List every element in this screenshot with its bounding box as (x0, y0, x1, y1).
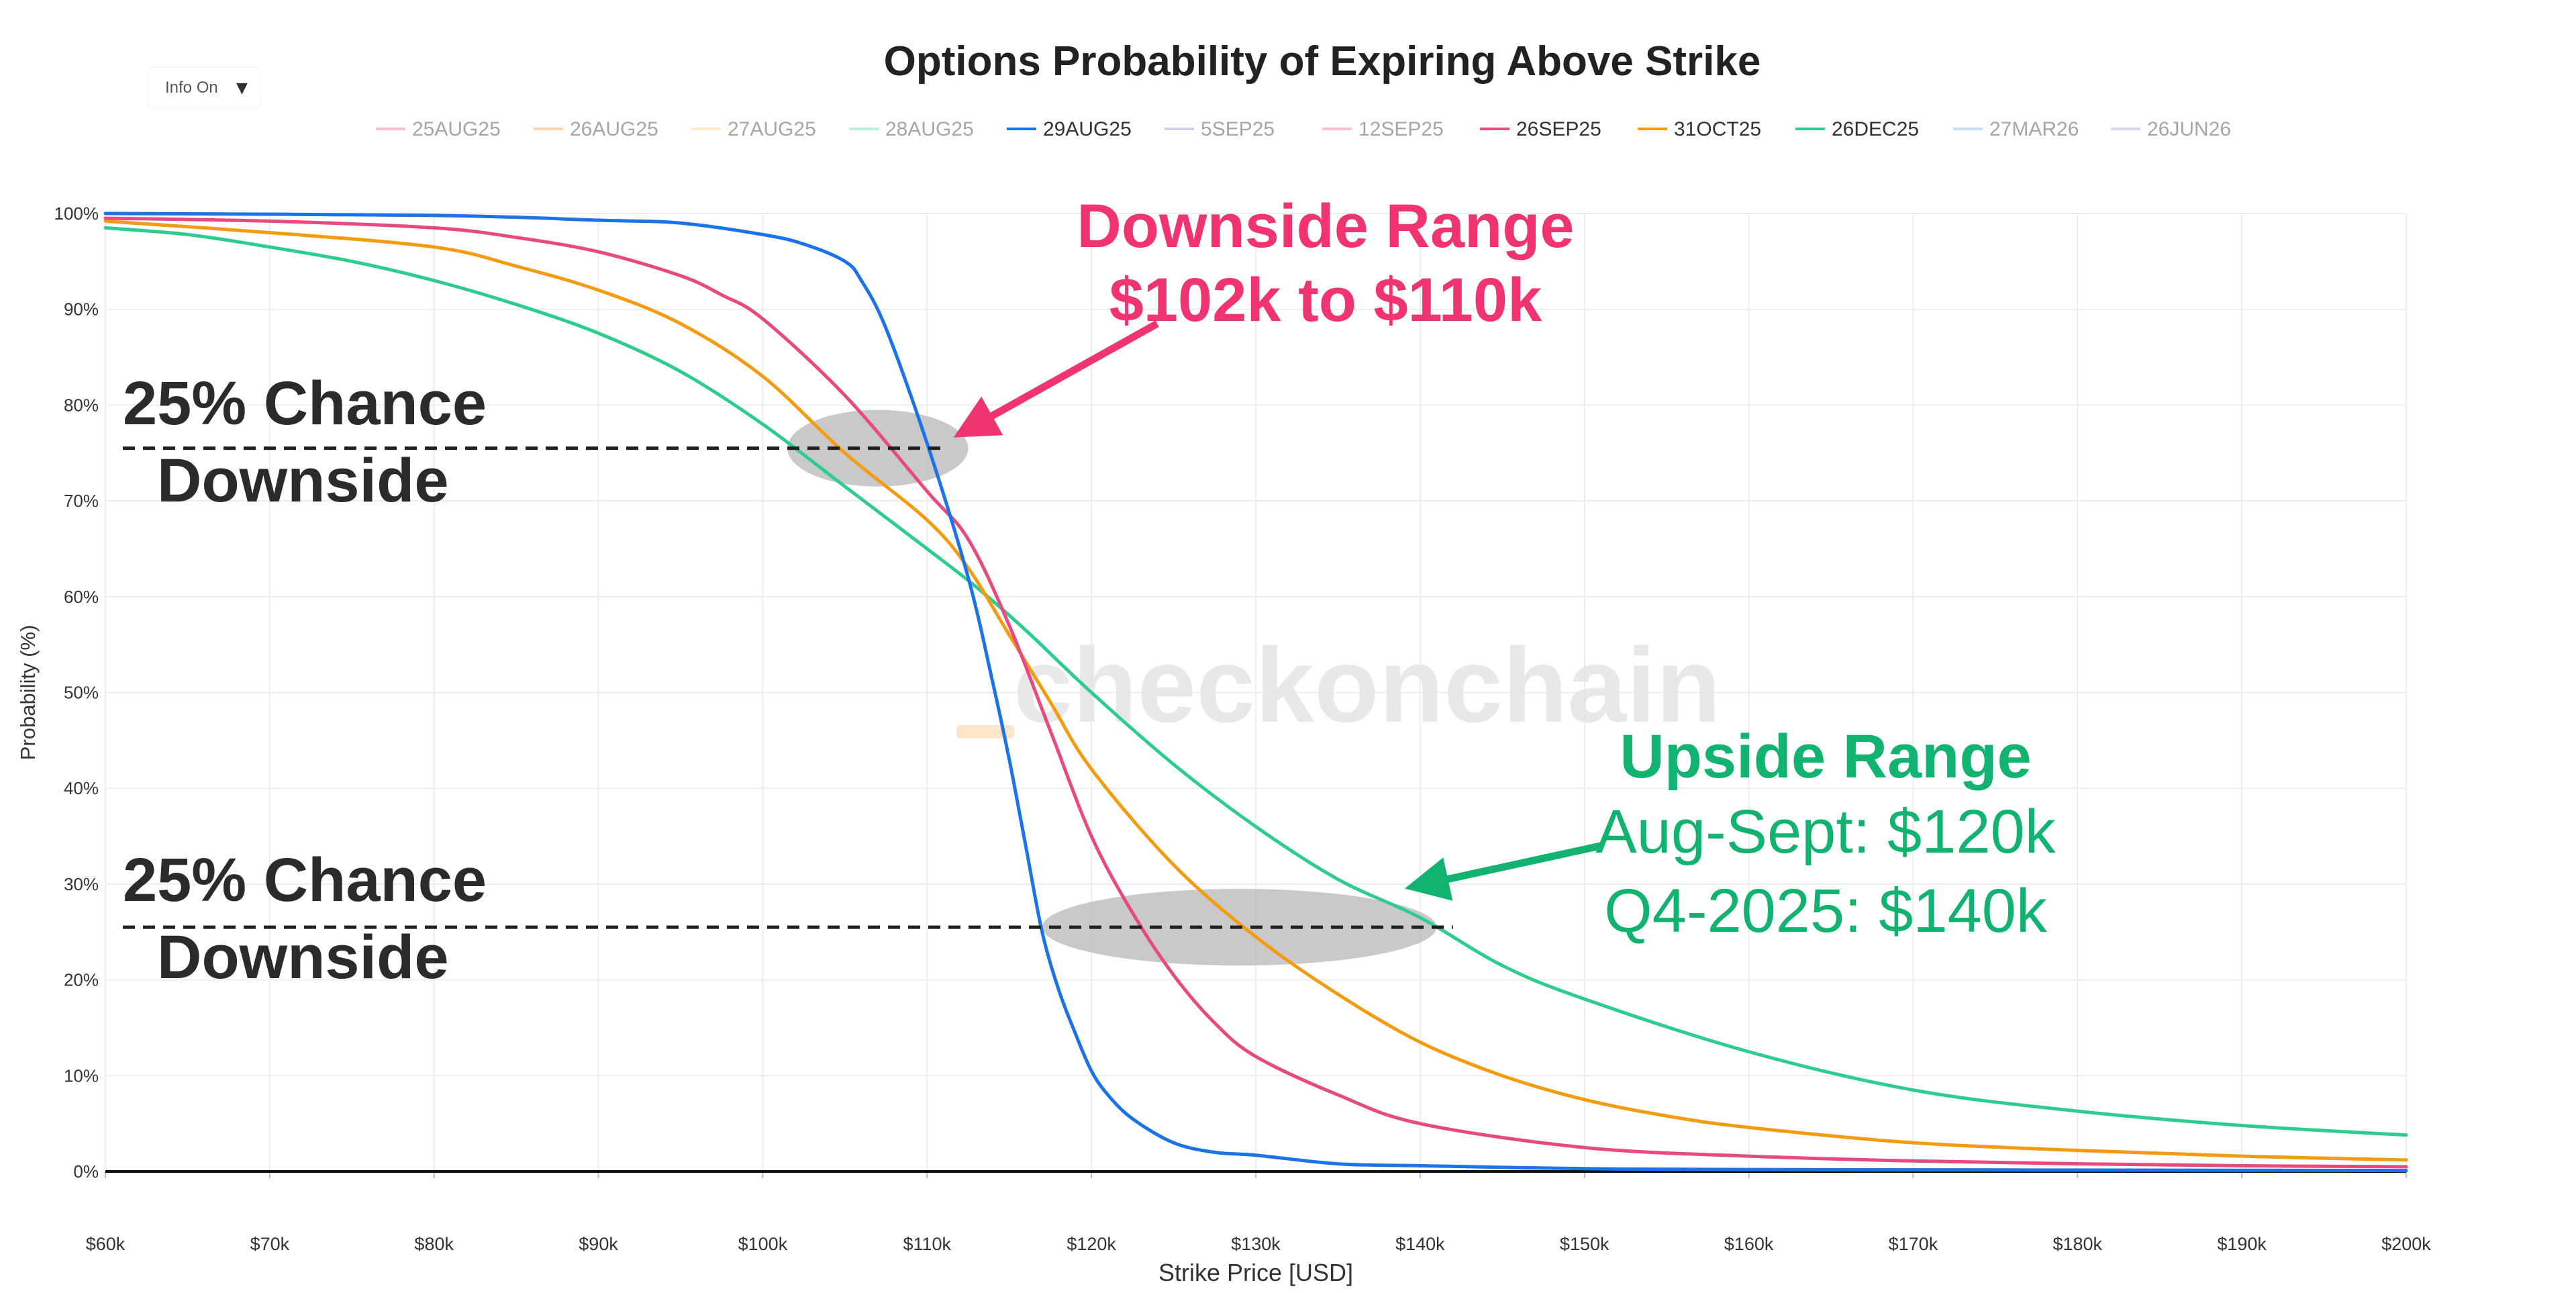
legend-label: 5SEP25 (1201, 118, 1275, 140)
y-axis-title: Probability (%) (16, 625, 40, 761)
x-tick-label: $100k (738, 1234, 788, 1254)
x-tick-label: $180k (2052, 1234, 2102, 1254)
y-tick-label: 50% (64, 683, 99, 703)
series-line-26sep25 (103, 216, 2408, 1169)
chart-title: Options Probability of Expiring Above St… (884, 38, 1761, 85)
legend-label: 26SEP25 (1516, 118, 1601, 140)
x-tick-label: $160k (1724, 1234, 1774, 1254)
x-tick-label: $70k (250, 1234, 290, 1254)
annotation-upside-range: Upside Range Aug-Sept: $120k Q4-2025: $1… (1595, 722, 2056, 945)
downside-arrow (953, 320, 1159, 438)
y-tick-label: 0% (73, 1161, 99, 1182)
annotation-left-bottom: 25% Chance Downside (123, 846, 487, 992)
annotation-left-top-line2: Downside (157, 446, 448, 515)
legend-item-26aug25[interactable]: 26AUG25 (534, 118, 658, 140)
series-line-29aug25 (103, 211, 2408, 1173)
legend-label: 25AUG25 (412, 118, 501, 140)
legend-item-26dec25[interactable]: 26DEC25 (1795, 118, 1919, 140)
upside-range-aug-sept: Aug-Sept: $120k (1595, 798, 2056, 866)
legend-item-27aug25[interactable]: 27AUG25 (691, 118, 816, 140)
y-tick-label: 20% (64, 970, 99, 990)
legend-item-26jun26[interactable]: 26JUN26 (2111, 118, 2231, 140)
legend-label: 26AUG25 (570, 118, 658, 140)
legend-item-27mar26[interactable]: 27MAR26 (1953, 118, 2079, 140)
y-tick-label: 100% (54, 203, 99, 224)
x-tick-label: $90k (579, 1234, 618, 1254)
x-tick-label: $60k (86, 1234, 126, 1254)
series-line-31oct25 (103, 219, 2408, 1162)
x-tick-label: $80k (414, 1234, 454, 1254)
upside-range-title: Upside Range (1620, 722, 2031, 791)
series-line-26dec25 (103, 226, 2408, 1137)
chart-grid (105, 213, 2407, 1178)
legend-label: 12SEP25 (1358, 118, 1444, 140)
info-dropdown[interactable]: Info On ▼ (147, 66, 261, 108)
legend-item-12sep25[interactable]: 12SEP25 (1322, 118, 1444, 140)
legend-item-29aug25[interactable]: 29AUG25 (1007, 118, 1132, 140)
x-tick-label: $140k (1395, 1234, 1445, 1254)
x-tick-label: $170k (1889, 1234, 1938, 1254)
upside-range-q4: Q4-2025: $140k (1604, 877, 2048, 945)
x-axis-title: Strike Price [USD] (1158, 1259, 1353, 1286)
watermark: checkonchain (956, 626, 1721, 745)
legend-label: 31OCT25 (1674, 118, 1761, 140)
legend-item-25aug25[interactable]: 25AUG25 (376, 118, 501, 140)
reference-lines (123, 446, 1453, 929)
annotation-left-top: 25% Chance Downside (123, 369, 487, 515)
watermark-text: checkonchain (1013, 626, 1721, 745)
legend-label: 26DEC25 (1832, 118, 1919, 140)
legend-item-26sep25[interactable]: 26SEP25 (1480, 118, 1601, 140)
x-tick-label: $110k (903, 1234, 952, 1254)
legend-label: 29AUG25 (1043, 118, 1132, 140)
chevron-down-icon: ▼ (236, 80, 248, 97)
annotation-left-bottom-line1: 25% Chance (123, 846, 487, 914)
legend-label: 28AUG25 (885, 118, 974, 140)
info-dropdown-label: Info On (165, 79, 218, 97)
legend-item-28aug25[interactable]: 28AUG25 (849, 118, 974, 140)
y-tick-label: 70% (64, 491, 99, 511)
chart-series (103, 211, 2408, 1173)
watermark-logo-mark (956, 725, 1014, 738)
y-tick-label: 10% (64, 1065, 99, 1086)
legend-label: 26JUN26 (2147, 118, 2231, 140)
legend-item-5sep25[interactable]: 5SEP25 (1165, 118, 1275, 140)
y-tick-label: 60% (64, 587, 99, 607)
upside-arrow (1404, 842, 1602, 901)
downside-range-values: $102k to $110k (1109, 266, 1542, 334)
legend-label: 27AUG25 (728, 118, 816, 140)
annotation-left-top-line1: 25% Chance (123, 369, 487, 438)
y-tick-label: 80% (64, 395, 99, 415)
legend: 25AUG25 26AUG25 27AUG25 28AUG25 29AUG25 5SEP2… (376, 118, 2231, 140)
y-tick-label: 40% (64, 778, 99, 798)
annotation-downside-range: Downside Range $102k to $110k (1077, 192, 1574, 334)
x-tick-label: $120k (1067, 1234, 1116, 1254)
annotation-left-bottom-line2: Downside (157, 923, 448, 992)
x-tick-label: $150k (1560, 1234, 1609, 1254)
annotation-arrows (953, 320, 1602, 901)
chart-axes: 0% 10% 20% 30% 40% 50% 60% 70% 80% 90% 100% $60k $70… (16, 203, 2431, 1286)
legend-label: 27MAR26 (1989, 118, 2079, 140)
x-tick-label: $200k (2381, 1234, 2431, 1254)
y-tick-label: 30% (64, 874, 99, 894)
x-tick-label: $130k (1231, 1234, 1281, 1254)
downside-range-title: Downside Range (1077, 192, 1574, 260)
legend-item-31oct25[interactable]: 31OCT25 (1638, 118, 1761, 140)
x-tick-label: $190k (2217, 1234, 2267, 1254)
y-tick-label: 90% (64, 299, 99, 320)
